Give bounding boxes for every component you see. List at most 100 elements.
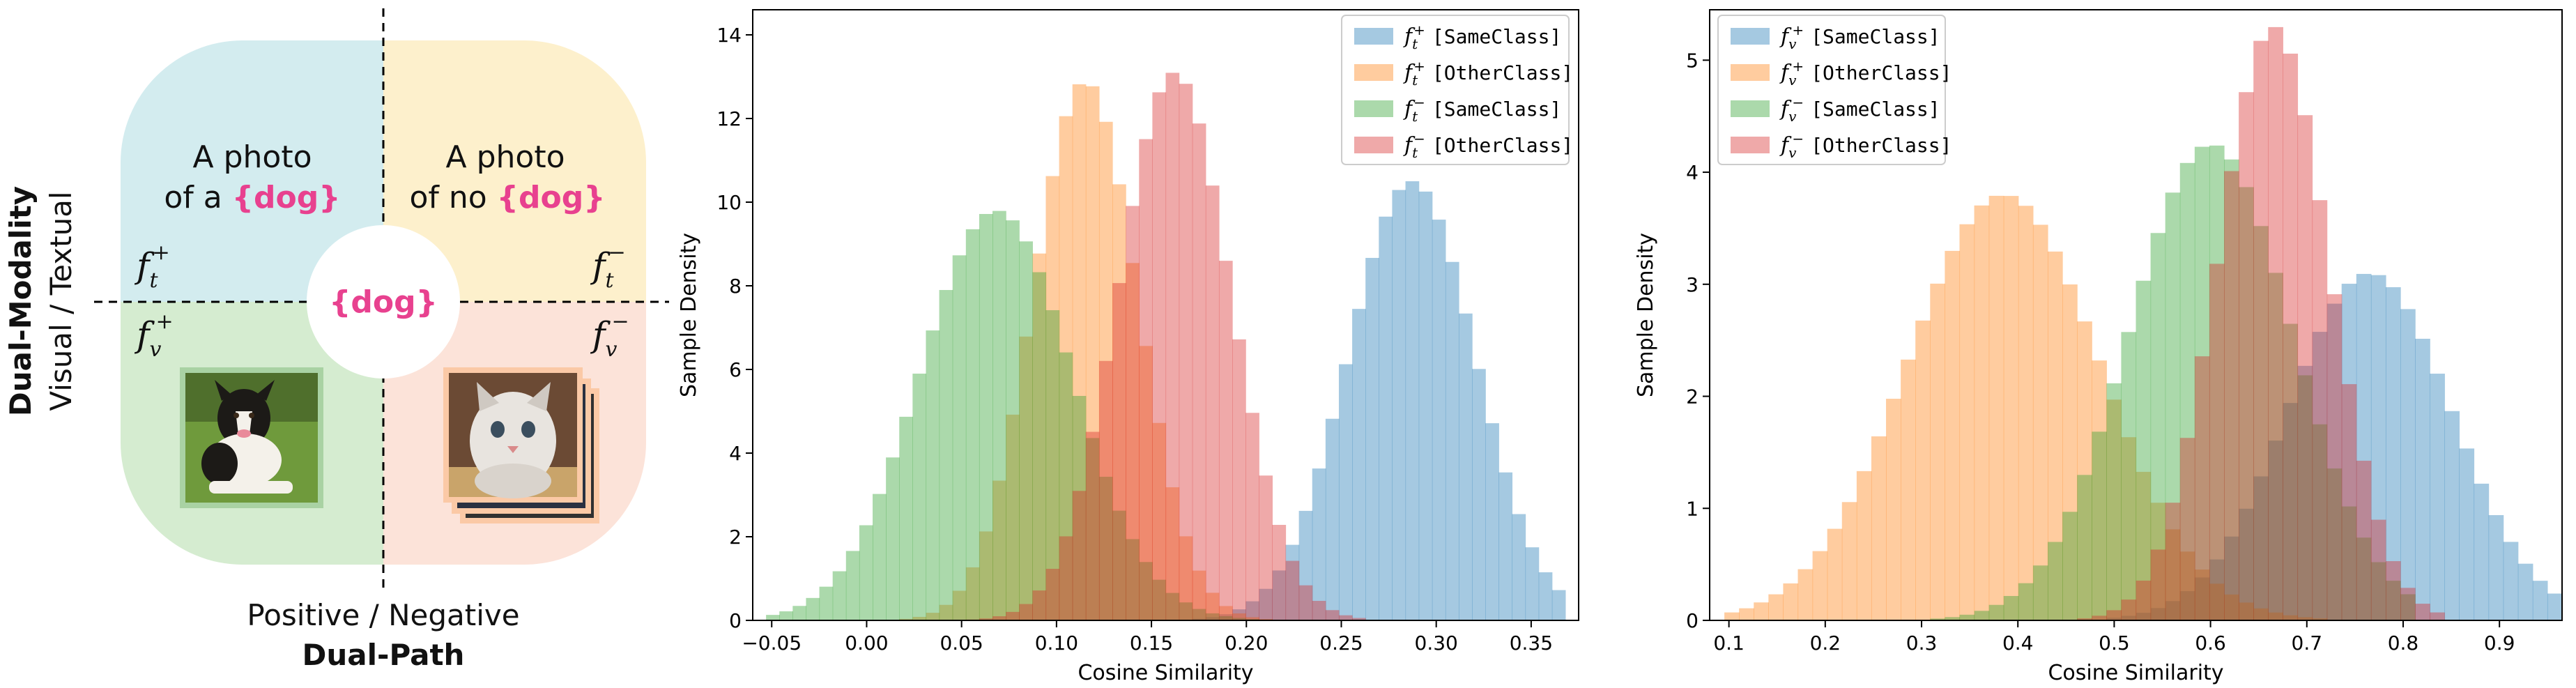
x-tick-label: 0.2: [1810, 632, 1841, 655]
histogram-bar: [1152, 579, 1167, 620]
series-2: [1930, 145, 2416, 621]
histogram-bar: [2341, 384, 2357, 620]
histogram-bar: [1019, 241, 1033, 620]
histogram-bar: [2179, 551, 2195, 620]
histogram-bar: [2047, 251, 2063, 620]
histogram-bar: [2136, 613, 2152, 620]
legend-swatch: [1731, 64, 1770, 81]
histogram-bar: [1379, 216, 1393, 620]
y-tick-label: 4: [1686, 161, 1699, 184]
histogram-bar: [2312, 332, 2328, 620]
histogram-bar: [1139, 562, 1153, 620]
histogram-bar: [1152, 422, 1167, 620]
histogram-bar: [2356, 537, 2372, 620]
histogram-bar: [1245, 601, 1259, 620]
histogram-bar: [1205, 613, 1220, 620]
y-tick-label: 2: [729, 526, 742, 549]
histogram-bar: [2503, 542, 2519, 620]
histogram-bar: [2224, 536, 2239, 620]
histogram-bar: [1112, 510, 1126, 620]
legend-swatch: [1354, 28, 1393, 45]
histogram-bar: [806, 597, 820, 620]
histogram-bar: [1812, 551, 1828, 620]
histogram-bar: [2239, 92, 2254, 621]
histogram-bar: [2062, 512, 2078, 620]
histogram-bar: [1871, 436, 1887, 620]
histogram-bar: [1245, 413, 1259, 620]
x-tick-label: 0.00: [845, 632, 888, 655]
histogram-bar: [1045, 176, 1060, 620]
histogram-bar: [1192, 609, 1206, 620]
histogram-bar: [1827, 528, 1843, 620]
histogram-bar: [1045, 310, 1060, 620]
prompt-negative-line2: of no {dog}: [409, 180, 605, 215]
histogram-bar: [2268, 273, 2283, 620]
histogram-bar: [979, 213, 993, 621]
histogram-bar: [2297, 617, 2313, 620]
histogram-bar: [939, 604, 953, 620]
histogram-bar: [1338, 615, 1353, 620]
histogram-bar: [2224, 159, 2239, 620]
histogram-bar: [1945, 250, 1961, 620]
histogram-bar: [2224, 171, 2239, 620]
histogram-bar: [819, 586, 834, 620]
x-tick-label: 0.7: [2292, 632, 2323, 655]
series-0: [1192, 181, 1566, 621]
cat-photo-icon: [443, 367, 599, 523]
y-tick-label: 4: [729, 442, 742, 465]
histogram-bar: [952, 255, 967, 620]
x-tick-label: 0.9: [2484, 632, 2515, 655]
histogram-bar: [1365, 257, 1379, 621]
histogram-bar: [2547, 593, 2563, 620]
histogram-bar: [1974, 205, 1990, 620]
histogram-bar: [1085, 86, 1100, 620]
histogram-bar: [1179, 84, 1193, 620]
histogram-bar: [2283, 53, 2299, 621]
y-tick-label: 1: [1686, 497, 1699, 520]
histogram-bar: [832, 571, 847, 620]
histogram-bar: [979, 531, 993, 620]
histogram-bar: [2092, 360, 2107, 620]
histogram-bar: [1797, 569, 1814, 620]
prompt-negative-line1: A photo: [446, 139, 565, 175]
histogram-bar: [2532, 581, 2548, 620]
histogram-bar: [1072, 491, 1087, 620]
histogram-bar: [1338, 364, 1353, 620]
histogram-bar: [1259, 475, 1273, 620]
histogram-bar: [1218, 616, 1233, 620]
histogram-bar: [2150, 608, 2166, 620]
histogram-bar: [1754, 602, 1769, 620]
histogram-bar: [2400, 588, 2416, 620]
histogram-bar: [992, 616, 1006, 620]
y-tick-label: 6: [729, 358, 742, 381]
histogram-bar: [1458, 313, 1473, 620]
legend-swatch: [1354, 137, 1393, 153]
histogram-bar: [1739, 608, 1754, 620]
legend-swatch: [1354, 100, 1393, 117]
x-tick-label: 0.3: [1906, 632, 1938, 655]
histogram-bar: [1525, 547, 1540, 620]
x-tick-label: 0.5: [2099, 632, 2130, 655]
histogram-bar: [1945, 617, 1961, 620]
histogram-bar: [2268, 26, 2283, 620]
histogram-bar: [2239, 508, 2254, 620]
histogram-bar: [2092, 431, 2107, 620]
histogram-bar: [2194, 569, 2210, 620]
histogram-bar: [2179, 162, 2195, 620]
histogram-bar: [1165, 487, 1180, 620]
histogram-bar: [2474, 483, 2490, 620]
histogram-bar: [2092, 616, 2107, 620]
histogram-bar: [859, 525, 873, 620]
histogram-bar: [1245, 617, 1259, 620]
histogram-bar: [2297, 365, 2313, 620]
histogram-bar: [2297, 375, 2313, 620]
legend: fv+ [SameClass]fv+ [OtherClass]fv− [SameCla…: [1717, 15, 1952, 165]
histogram-bar: [1192, 570, 1206, 620]
histogram-bar: [1032, 590, 1047, 620]
dog-photo-icon: [180, 367, 323, 508]
histogram-bar: [2136, 580, 2152, 620]
histogram-bar: [1098, 360, 1113, 620]
histogram-bar: [1139, 346, 1153, 620]
histogram-bar: [2106, 618, 2122, 620]
histogram-bar: [1988, 195, 2004, 620]
